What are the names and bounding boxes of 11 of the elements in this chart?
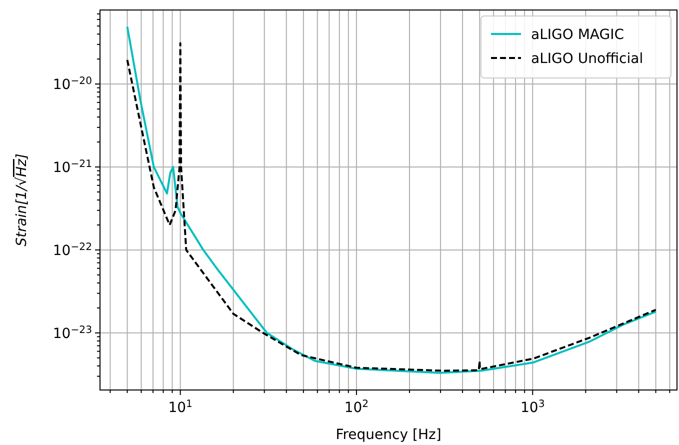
y-tick-label: 10$^{−21}$ <box>52 158 92 176</box>
x-tick-label: 10$^{3}$ <box>520 398 545 416</box>
x-axis-title: Frequency [Hz] <box>336 427 442 443</box>
y-axis-title: Strain[1/√Hz] <box>14 154 30 246</box>
x-tick-label: 10$^{2}$ <box>344 398 369 416</box>
legend-label: aLIGO MAGIC <box>531 27 624 43</box>
y-tick-label: 10$^{−23}$ <box>52 324 92 342</box>
legend-label: aLIGO Unofficial <box>531 51 644 67</box>
y-tick-label: 10$^{−22}$ <box>52 241 92 259</box>
x-tick-label: 10$^{1}$ <box>168 398 192 416</box>
y-tick-label: 10$^{−20}$ <box>52 76 92 94</box>
